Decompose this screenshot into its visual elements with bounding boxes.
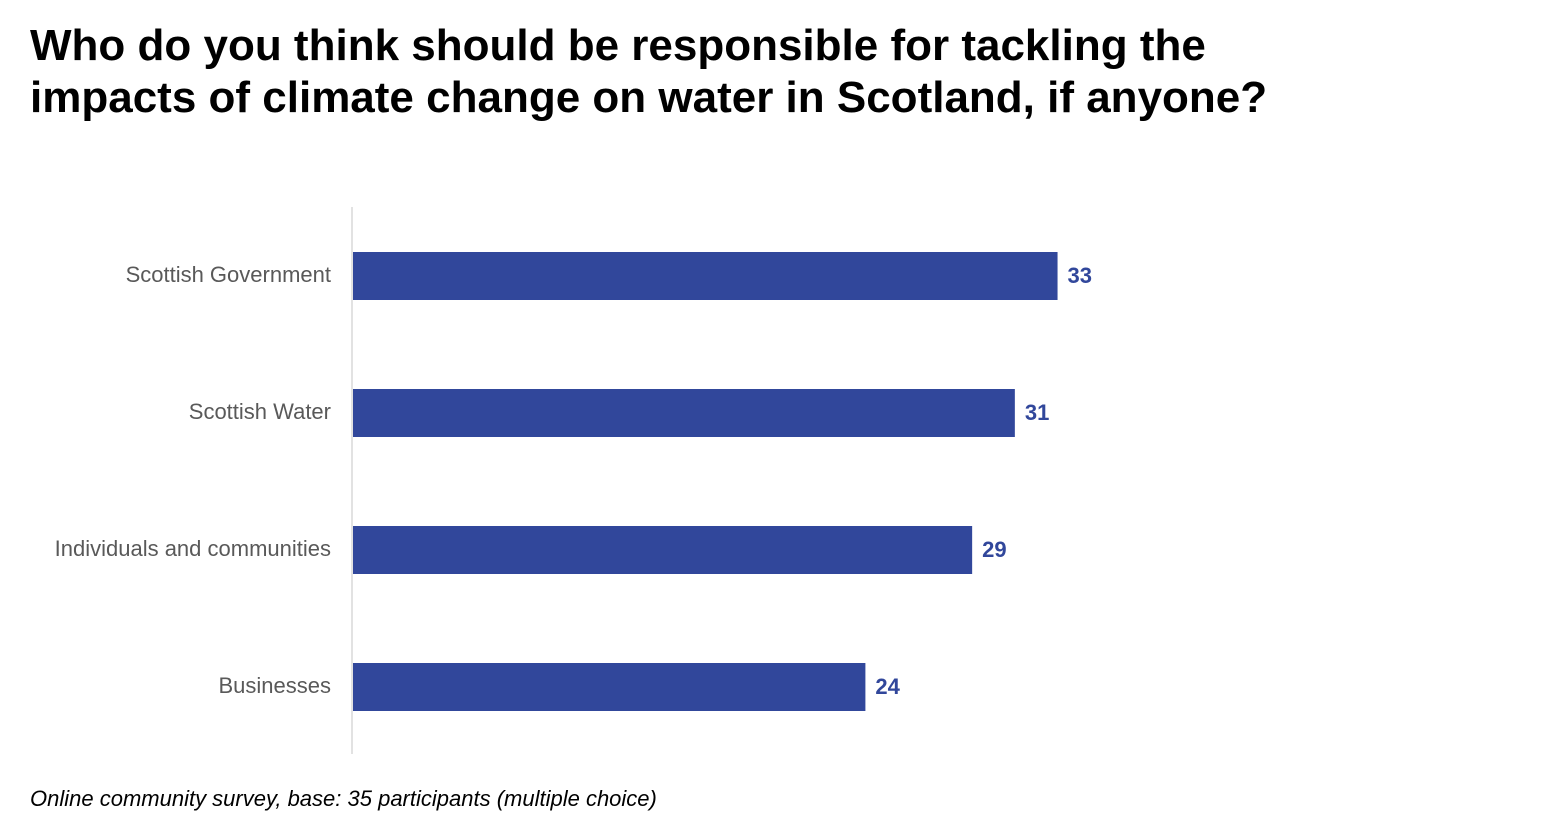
- chart-title: Who do you think should be responsible f…: [30, 21, 1268, 122]
- bars: Scottish Government 33 Scottish Water 31 Ind…: [55, 252, 1092, 711]
- bar-businesses: [353, 663, 866, 711]
- data-label: 33: [1068, 263, 1092, 288]
- data-label: 31: [1025, 400, 1049, 425]
- chart-footnote: Online community survey, base: 35 partic…: [30, 786, 657, 811]
- data-label: 24: [875, 674, 900, 699]
- data-label: 29: [982, 537, 1006, 562]
- category-label: Scottish Government: [126, 262, 331, 287]
- bar-scottish-water: [353, 389, 1015, 437]
- bar-individuals-and-communities: [353, 526, 973, 574]
- category-label: Businesses: [218, 673, 331, 698]
- category-label: Individuals and communities: [55, 536, 331, 561]
- category-label: Scottish Water: [189, 399, 331, 424]
- bar-scottish-government: [353, 252, 1058, 300]
